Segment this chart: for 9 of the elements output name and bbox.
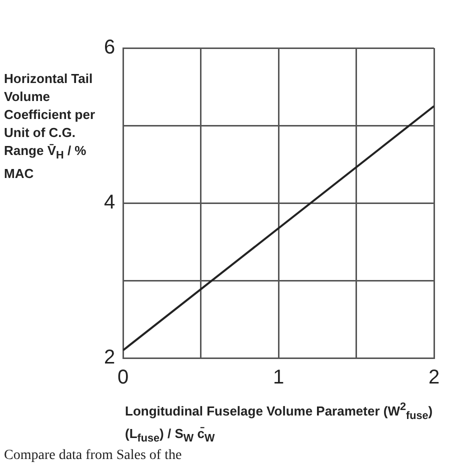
text: Longitudinal Fuselage Volume Parameter (W$^{2}$$_{fuse}$)(L$_{fuse}$) / S$_{W}$ c̄$_{W}$ bbox=[125, 401, 433, 445]
text: Compare data from Sales of the bbox=[4, 448, 182, 464]
text: Horizontal Tail Volume Coefficient per Unit of C.G. Range V̄$_{H}$ / % MAC bbox=[4, 71, 96, 181]
x-tick-label: 1 bbox=[273, 366, 284, 389]
y-tick-label: 6 bbox=[104, 36, 116, 59]
y-tick-label: 2 bbox=[104, 346, 116, 369]
x-tick-label: 2 bbox=[428, 366, 440, 389]
x-tick-label: 0 bbox=[118, 366, 129, 389]
y-tick-label: 4 bbox=[104, 192, 116, 214]
